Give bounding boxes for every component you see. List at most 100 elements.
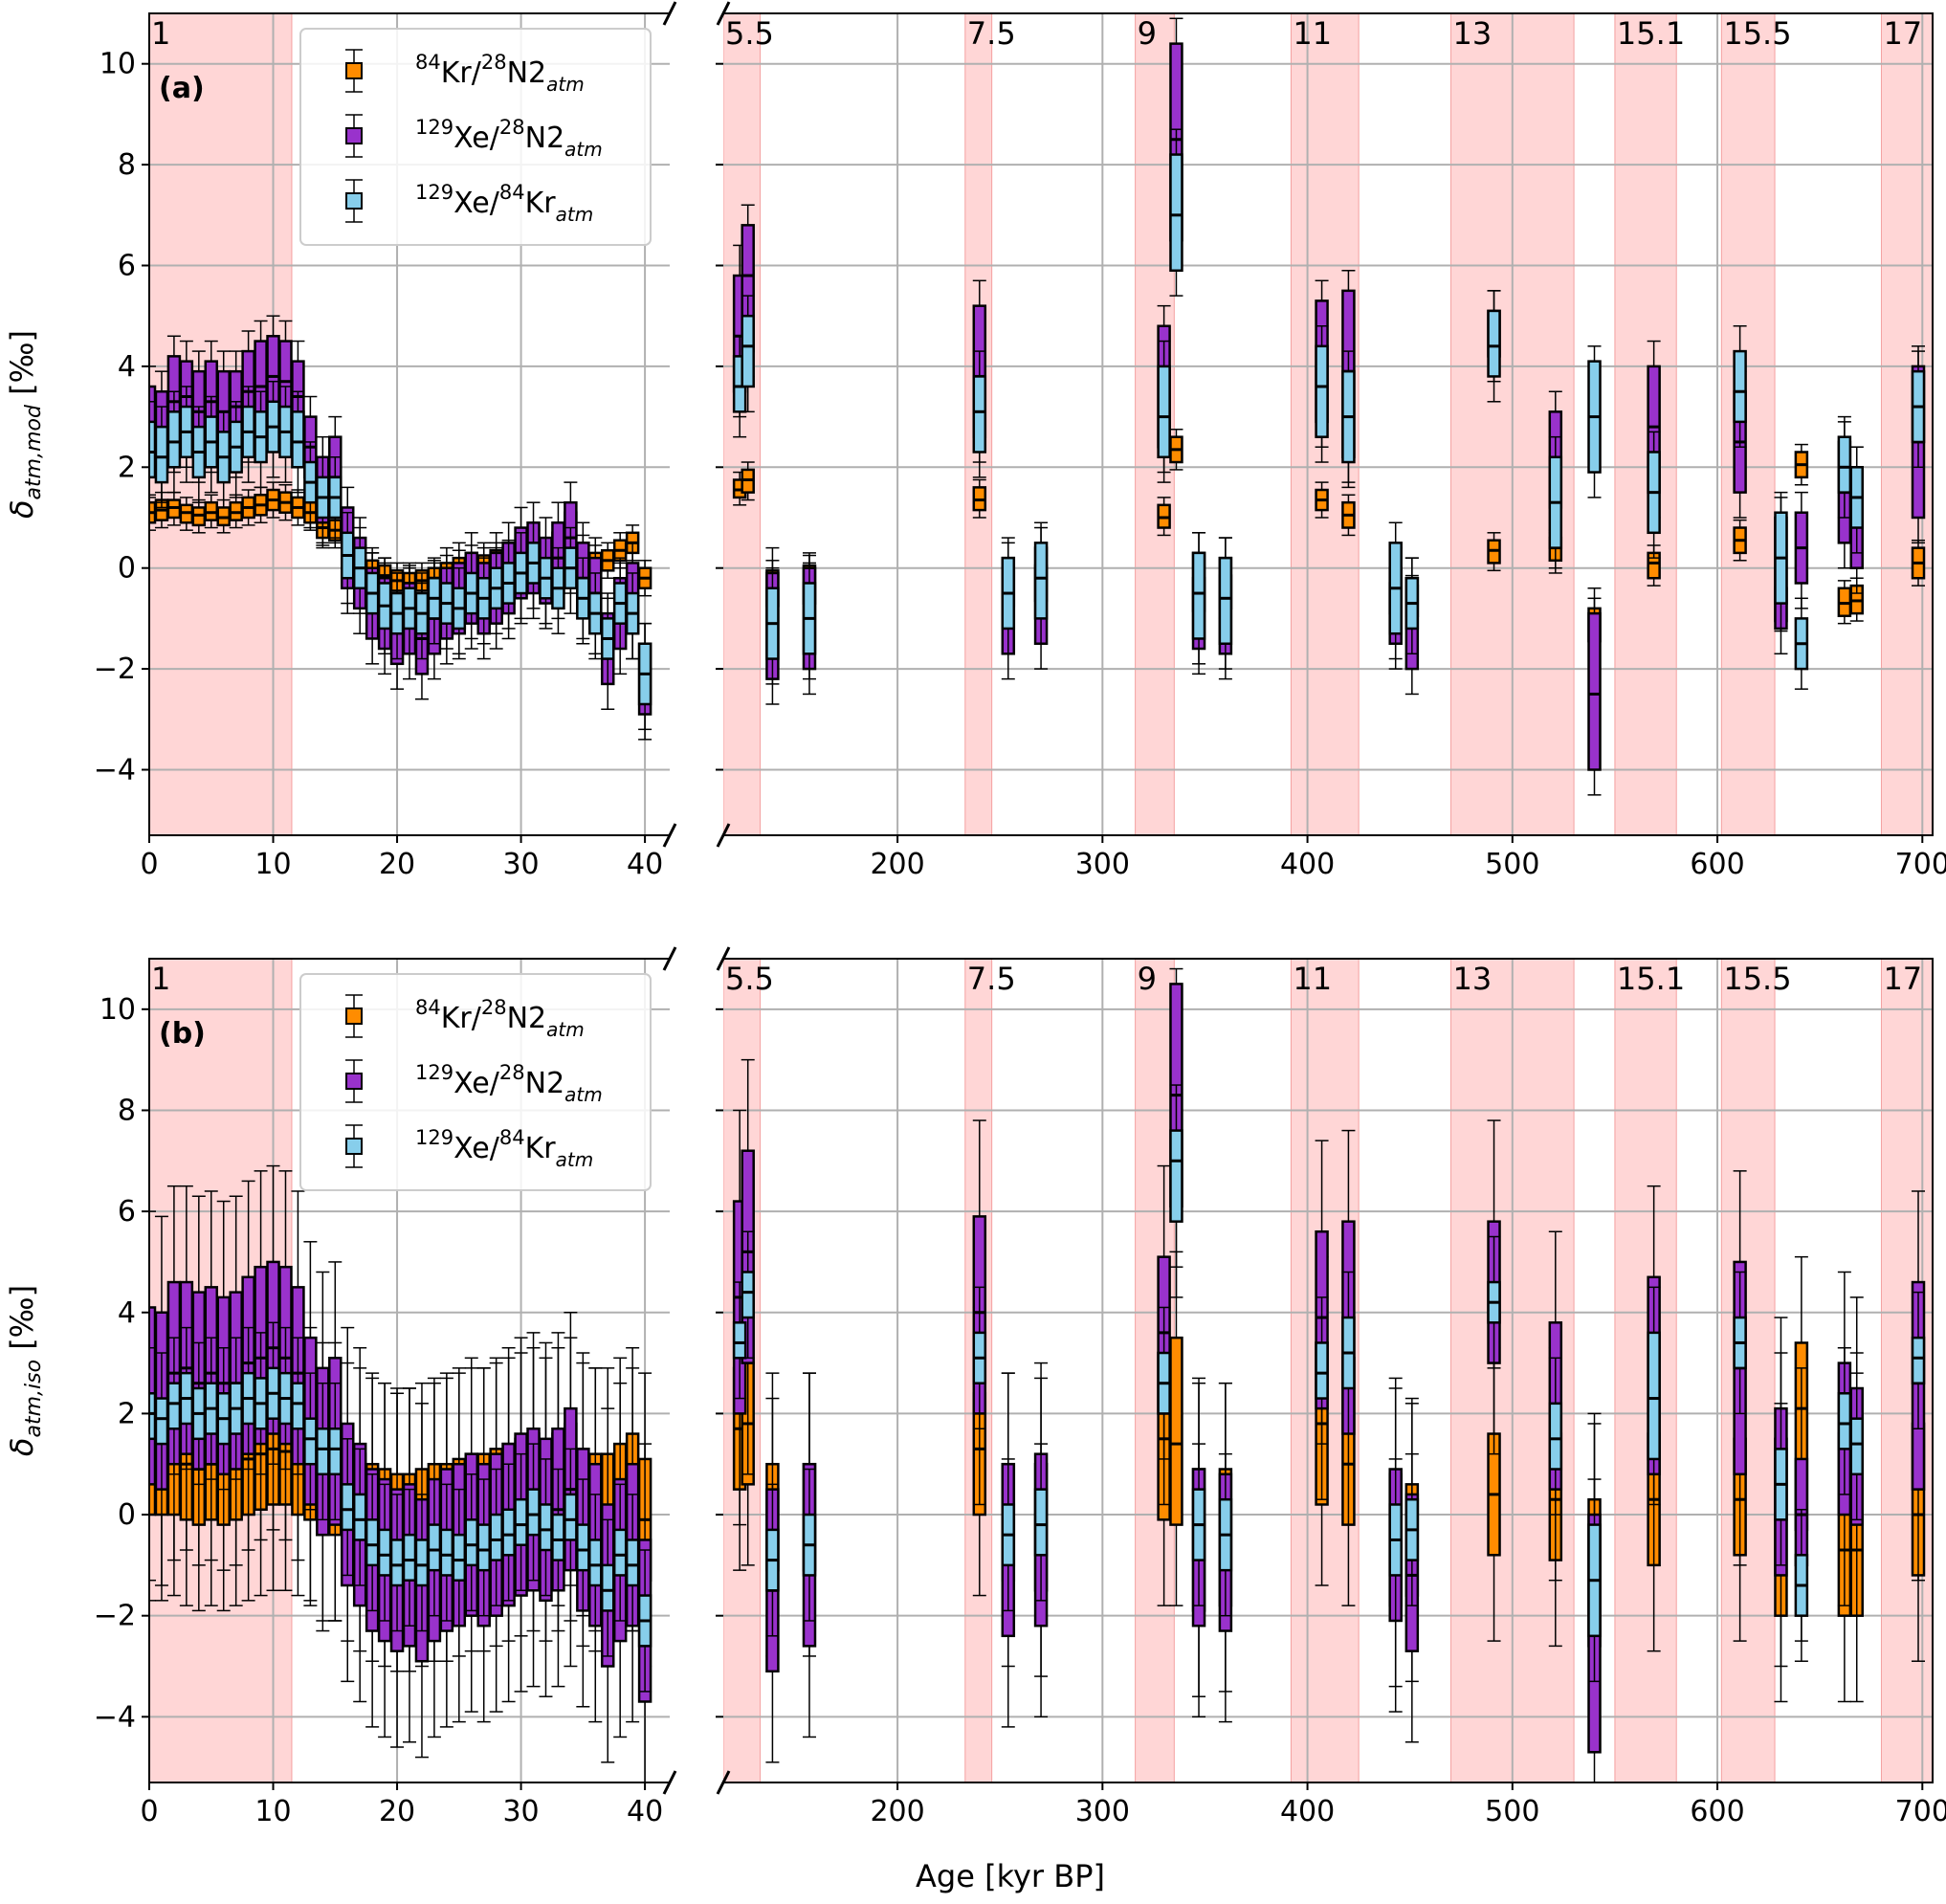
box-xe_kr: [1191, 1443, 1206, 1606]
y-tick-label: 8: [118, 1094, 136, 1127]
box-kr_n2: [1315, 481, 1329, 519]
box-xe_kr: [328, 1382, 343, 1521]
x-tick-label: 200: [870, 1795, 924, 1828]
box-xe_kr: [972, 350, 987, 478]
box-xe_kr: [1388, 521, 1403, 660]
box-xe_kr: [204, 1337, 219, 1480]
y-tick-label: 6: [118, 1195, 136, 1229]
box-xe_kr: [741, 1230, 755, 1360]
box-xe_n2: [1587, 587, 1602, 796]
box-xe_kr: [1388, 1458, 1403, 1622]
box-xe_kr: [1315, 324, 1329, 463]
box-kr_n2: [291, 489, 305, 526]
box-xe_kr: [1157, 340, 1171, 483]
box-xe_kr: [1548, 435, 1563, 574]
x-tick-label: 0: [140, 848, 158, 881]
legend-marker-xe_n2: [345, 1059, 363, 1103]
box-xe_kr: [352, 1448, 367, 1586]
box-xe_kr: [489, 1468, 503, 1606]
x-tick-label: 10: [254, 848, 291, 881]
box-xe_kr: [637, 622, 652, 731]
legend-marker-kr_n2: [345, 994, 363, 1038]
box-xe_kr: [612, 562, 628, 650]
interglacial-band: [723, 13, 762, 835]
box-xe_kr: [588, 572, 603, 660]
box-xe_kr: [316, 1382, 330, 1521]
axis-break-mark: [716, 1, 731, 26]
x-tick-label: 400: [1280, 848, 1335, 881]
box-xe_kr: [439, 1483, 454, 1622]
box-kr_n2: [1169, 429, 1183, 471]
box-kr_n2: [1794, 443, 1809, 486]
box-xe_kr: [1218, 537, 1233, 670]
interglacial-band: [1720, 959, 1776, 1782]
box-xe_kr: [291, 1337, 305, 1475]
box-xe_kr: [1794, 1509, 1809, 1662]
box-xe_kr: [564, 1448, 578, 1586]
interglacial-label: 9: [1138, 961, 1157, 997]
interglacial-label: 1: [151, 961, 170, 997]
axis-frame-left: [148, 12, 670, 836]
box-xe_kr: [1837, 415, 1852, 519]
box-xe_kr: [1548, 1357, 1563, 1516]
box-xe_kr: [1218, 1452, 1233, 1617]
box-xe_kr: [972, 1286, 987, 1429]
box-xe_kr: [154, 1352, 169, 1491]
box-xe_kr: [1404, 557, 1420, 655]
y-tick-label: 4: [118, 350, 136, 384]
box-xe_kr: [1587, 1478, 1602, 1683]
y-tick-label: 0: [118, 552, 136, 586]
box-kr_n2: [166, 491, 182, 526]
box-xe_kr: [365, 1473, 380, 1612]
box-xe_kr: [732, 1281, 747, 1400]
y-tick-label: 10: [100, 48, 136, 81]
x-tick-label: 0: [140, 1795, 158, 1828]
box-xe_kr: [476, 1478, 491, 1617]
x-tick-label: 500: [1485, 1795, 1539, 1828]
panel-label: (b): [159, 1017, 206, 1051]
y-tick-label: −2: [94, 653, 136, 686]
box-kr_n2: [637, 560, 652, 597]
box-xe_kr: [765, 566, 780, 685]
x-tick-label: 20: [379, 1795, 415, 1828]
interglacial-label: 17: [1883, 15, 1922, 52]
y-tick-label: 2: [118, 451, 136, 484]
x-tick-label: 30: [502, 848, 539, 881]
box-xe_kr: [1169, 128, 1183, 297]
legend-marker-kr_n2: [345, 49, 363, 93]
box-xe_kr: [514, 532, 528, 620]
interglacial-label: 5.5: [725, 15, 774, 52]
box-xe_kr: [1169, 1084, 1183, 1268]
box-xe_kr: [229, 1337, 243, 1480]
box-xe_kr: [476, 557, 491, 645]
axis-break-mark: [716, 946, 731, 971]
box-kr_n2: [1837, 580, 1852, 625]
box-xe_kr: [741, 295, 755, 413]
box-xe_kr: [377, 562, 392, 655]
interglacial-label: 15.1: [1617, 961, 1685, 997]
box-xe_kr: [501, 1463, 516, 1602]
box-kr_n2: [191, 498, 207, 534]
legend-marker-xe_kr: [345, 1124, 363, 1168]
box-kr_n2: [1157, 497, 1171, 537]
box-xe_kr: [1001, 537, 1016, 655]
legend: 84Kr/28N2atm 129Xe/28N2atm 129Xe/84Kratm: [299, 973, 652, 1191]
x-tick-label: 700: [1895, 1795, 1946, 1828]
box-xe_kr: [576, 557, 590, 645]
box-kr_n2: [741, 461, 755, 501]
interglacial-label: 17: [1883, 961, 1922, 997]
box-xe_kr: [1001, 1458, 1016, 1612]
box-xe_kr: [340, 1438, 355, 1577]
axis-break-mark: [716, 1770, 731, 1795]
box-kr_n2: [1487, 532, 1501, 572]
interglacial-label: 11: [1293, 15, 1332, 52]
box-xe_kr: [526, 521, 541, 609]
box-xe_kr: [600, 597, 615, 685]
y-tick-label: 6: [118, 249, 136, 282]
box-xe_kr: [1341, 1271, 1356, 1435]
plot-area-right: [723, 959, 1933, 1782]
plot-area-left: [149, 959, 670, 1782]
box-xe_kr: [1911, 1291, 1926, 1429]
axis-break-mark: [662, 823, 677, 848]
box-xe_kr: [564, 526, 578, 614]
